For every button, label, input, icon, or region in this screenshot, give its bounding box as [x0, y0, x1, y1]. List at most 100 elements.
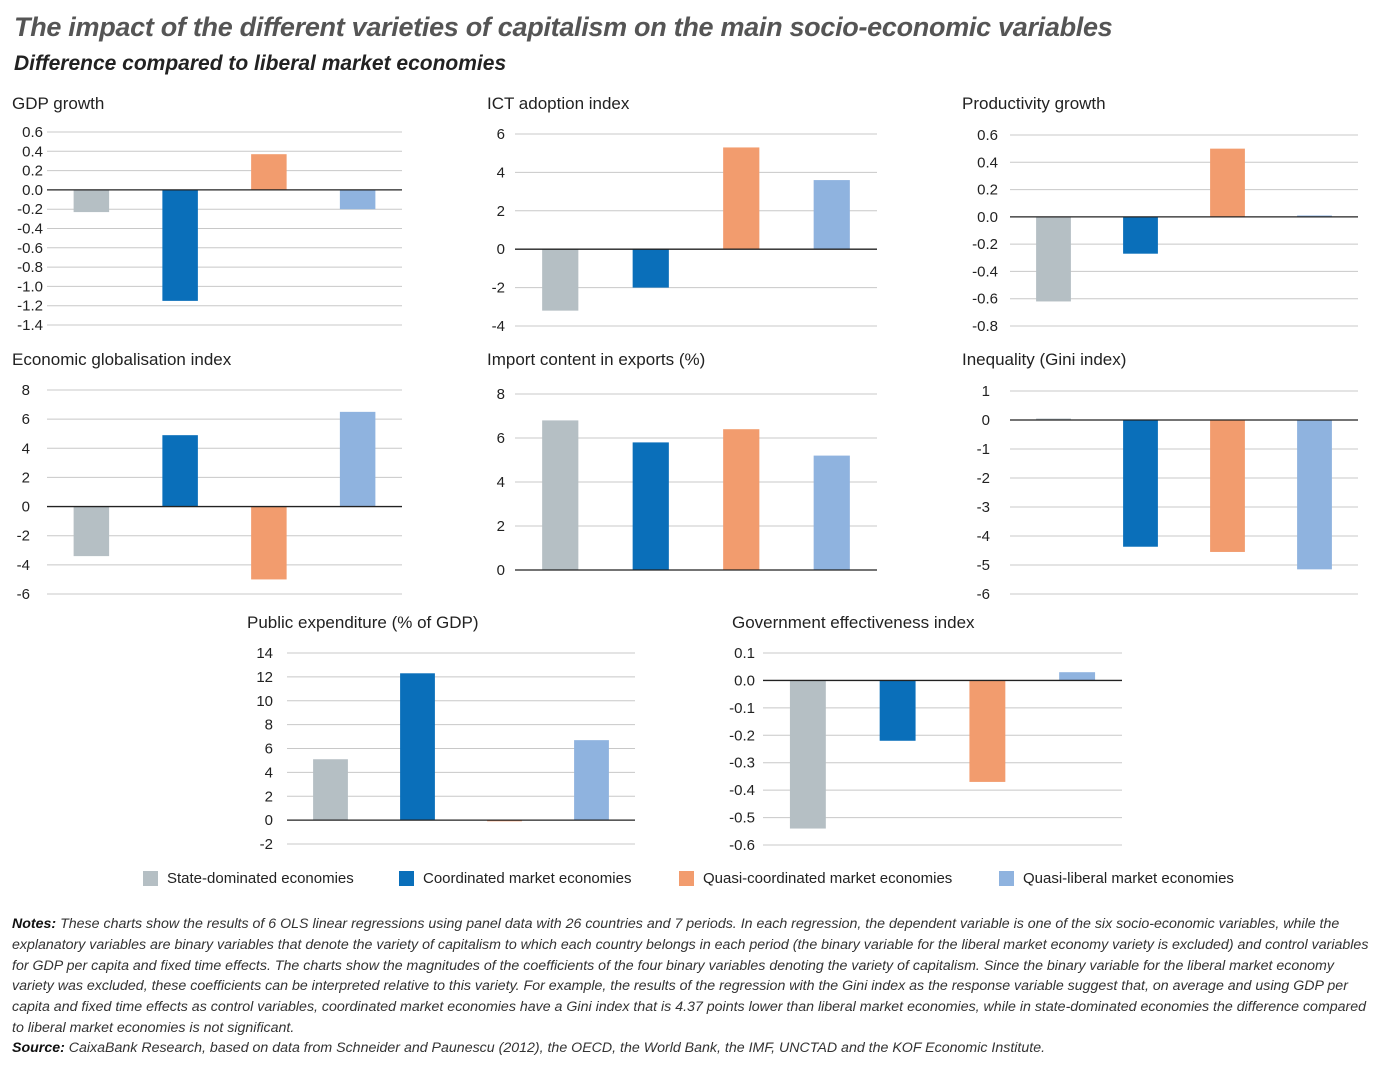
chart-gdp-growth-tick-label: -1.0: [17, 278, 43, 295]
chart-ict-adoption-tick-label: 4: [497, 164, 505, 181]
chart-gdp-growth-bar-quasi-coordinated: [251, 154, 287, 190]
chart-economic-globalisation: Economic globalisation index 8 6 4 2 0 -2 -4 -6: [10, 346, 402, 603]
chart-government-effectiveness-tick-label: 0.0: [734, 672, 755, 689]
chart-gdp-growth-tick-label: -0.8: [17, 259, 43, 276]
chart-public-expenditure-bar-coordinated: [400, 673, 435, 821]
chart-public-expenditure-tick-label: 10: [256, 693, 273, 710]
legend-swatch-coordinated: [399, 871, 414, 886]
legend-swatch-quasi-coordinated: [679, 871, 694, 886]
chart-public-expenditure-tick-label: 4: [265, 764, 273, 781]
chart-government-effectiveness-svg: Government effectiveness index 0.1 0.0 -0.1…: [729, 613, 1122, 854]
chart-import-content-title: Import content in exports (%): [487, 350, 705, 369]
chart-inequality-gini-tick-label: -2: [977, 470, 990, 487]
chart-gdp-growth-tick-label: 0.0: [22, 182, 43, 199]
chart-gdp-growth-svg: GDP growth 0.6 0.4 0.2 0.0 -0.2 -0.4 -0.6 -0.8 -1…: [12, 94, 402, 334]
chart-productivity-growth: Productivity growth 0.6 0.4 0.2 0.0 -0.2 -0.4 -…: [960, 90, 1360, 335]
chart-ict-adoption-title: ICT adoption index: [487, 94, 630, 113]
chart-economic-globalisation-bar-quasi-liberal: [339, 411, 376, 507]
chart-public-expenditure-tick-label: 12: [256, 669, 273, 686]
chart-import-content-tick-label: 6: [497, 430, 505, 447]
chart-import-content-svg: Import content in exports (%) 8 6 4 2 0: [487, 350, 877, 579]
chart-gdp-growth: GDP growth 0.6 0.4 0.2 0.0 -0.2 -0.4 -0.6 -0.8 -1…: [10, 90, 402, 335]
chart-gdp-growth-title: GDP growth: [12, 94, 104, 113]
legend-label-state: State-dominated economies: [167, 870, 354, 887]
chart-economic-globalisation-bar-quasi-coordinated: [251, 506, 287, 580]
chart-economic-globalisation-tick-label: -2: [17, 528, 30, 545]
chart-import-content-bar-state: [542, 420, 579, 570]
source-label: Source:: [12, 1040, 65, 1056]
chart-public-expenditure-bar-quasi-liberal: [574, 740, 609, 821]
chart-inequality-gini-tick-label: -3: [977, 499, 990, 516]
chart-gdp-growth-bar-quasi-liberal: [339, 189, 376, 210]
figure-title: The impact of the different varieties of…: [14, 12, 1113, 42]
chart-economic-globalisation-title: Economic globalisation index: [12, 350, 232, 369]
chart-inequality-gini-title: Inequality (Gini index): [962, 350, 1126, 369]
legend-item-quasi-coordinated: Quasi-coordinated market economies: [679, 870, 952, 887]
chart-government-effectiveness-tick-label: -0.2: [729, 727, 755, 744]
legend-item-quasi-liberal: Quasi-liberal market economies: [999, 870, 1234, 887]
chart-productivity-growth-tick-label: -0.2: [972, 236, 998, 253]
notes-label: Notes:: [12, 916, 57, 932]
chart-economic-globalisation-tick-label: 0: [22, 499, 30, 516]
legend: State-dominated economies Coordinated ma…: [140, 870, 1260, 892]
chart-inequality-gini: Inequality (Gini index) 1 0 -1 -2 -3 -4 -5 -6: [960, 346, 1360, 603]
chart-gdp-growth-tick-label: 0.6: [22, 124, 43, 141]
chart-government-effectiveness-title: Government effectiveness index: [732, 613, 975, 632]
chart-inequality-gini-tick-label: 1: [982, 383, 990, 400]
legend-swatch-quasi-liberal: [999, 871, 1014, 886]
chart-productivity-growth-tick-label: 0.0: [977, 209, 998, 226]
chart-inequality-gini-tick-label: -5: [977, 557, 990, 574]
chart-inequality-gini-tick-label: -6: [977, 586, 990, 603]
chart-productivity-growth-bar-state: [1036, 216, 1071, 302]
notes-text: These charts show the results of 6 OLS l…: [12, 916, 1369, 1036]
chart-ict-adoption-tick-label: -2: [492, 280, 505, 297]
chart-inequality-gini-bar-quasi-liberal: [1297, 420, 1332, 570]
chart-productivity-growth-title: Productivity growth: [962, 94, 1106, 113]
chart-productivity-growth-tick-label: 0.2: [977, 182, 998, 199]
chart-public-expenditure-tick-label: 6: [265, 741, 273, 758]
chart-government-effectiveness-bar-quasi-coordinated: [969, 680, 1006, 782]
chart-productivity-growth-tick-label: 0.4: [977, 154, 998, 171]
chart-inequality-gini-bar-quasi-coordinated: [1210, 420, 1245, 552]
chart-ict-adoption-tick-label: 2: [497, 203, 505, 220]
chart-ict-adoption-bar-coordinated: [632, 249, 669, 288]
chart-inequality-gini-svg: Inequality (Gini index) 1 0 -1 -2 -3 -4 -5 -6: [962, 350, 1358, 603]
chart-import-content-bar-coordinated: [632, 442, 669, 570]
chart-economic-globalisation-tick-label: -4: [17, 557, 30, 574]
source-text: CaixaBank Research, based on data from S…: [64, 1040, 1046, 1056]
chart-economic-globalisation-bar-state: [73, 506, 110, 557]
chart-import-content-tick-label: 8: [497, 386, 505, 403]
chart-import-content-tick-label: 4: [497, 474, 505, 491]
chart-ict-adoption: ICT adoption index 6 4 2 0 -2 -4: [485, 90, 877, 335]
chart-economic-globalisation-tick-label: 4: [22, 440, 30, 457]
chart-public-expenditure-tick-label: 14: [256, 645, 273, 662]
chart-ict-adoption-bar-quasi-liberal: [813, 180, 850, 250]
chart-economic-globalisation-tick-label: -6: [17, 586, 30, 603]
chart-gdp-growth-tick-label: 0.2: [22, 163, 43, 180]
chart-productivity-growth-tick-label: -0.6: [972, 291, 998, 308]
chart-productivity-growth-tick-label: 0.6: [977, 127, 998, 144]
chart-government-effectiveness-bar-coordinated: [879, 680, 916, 741]
chart-import-content-bar-quasi-coordinated: [723, 429, 760, 570]
chart-gdp-growth-tick-label: -0.6: [17, 240, 43, 257]
chart-government-effectiveness-tick-label: -0.4: [729, 782, 755, 799]
chart-productivity-growth-tick-label: -0.8: [972, 318, 998, 335]
chart-productivity-growth-bar-coordinated: [1123, 216, 1158, 254]
chart-government-effectiveness-bar-quasi-liberal: [1059, 672, 1096, 681]
chart-ict-adoption-tick-label: 0: [497, 241, 505, 258]
source: Source: CaixaBank Research, based on dat…: [12, 1040, 1372, 1056]
chart-inequality-gini-tick-label: -4: [977, 528, 990, 545]
chart-gdp-growth-tick-label: -0.2: [17, 201, 43, 218]
chart-public-expenditure-tick-label: 0: [265, 812, 273, 829]
chart-public-expenditure-tick-label: -2: [260, 836, 273, 853]
chart-import-content: Import content in exports (%) 8 6 4 2 0: [485, 346, 877, 579]
chart-government-effectiveness-tick-label: -0.3: [729, 755, 755, 772]
chart-gdp-growth-tick-label: -1.4: [17, 317, 43, 334]
chart-gdp-growth-tick-label: -0.4: [17, 221, 43, 238]
chart-ict-adoption-bar-state: [542, 249, 579, 311]
chart-import-content-tick-label: 2: [497, 518, 505, 535]
chart-inequality-gini-bar-state: [1036, 418, 1071, 420]
chart-import-content-bar-quasi-liberal: [813, 455, 850, 570]
chart-public-expenditure-svg: Public expenditure (% of GDP) 14 12 10 8 6 4 2 0…: [247, 613, 635, 853]
chart-gdp-growth-bar-coordinated: [162, 189, 198, 301]
